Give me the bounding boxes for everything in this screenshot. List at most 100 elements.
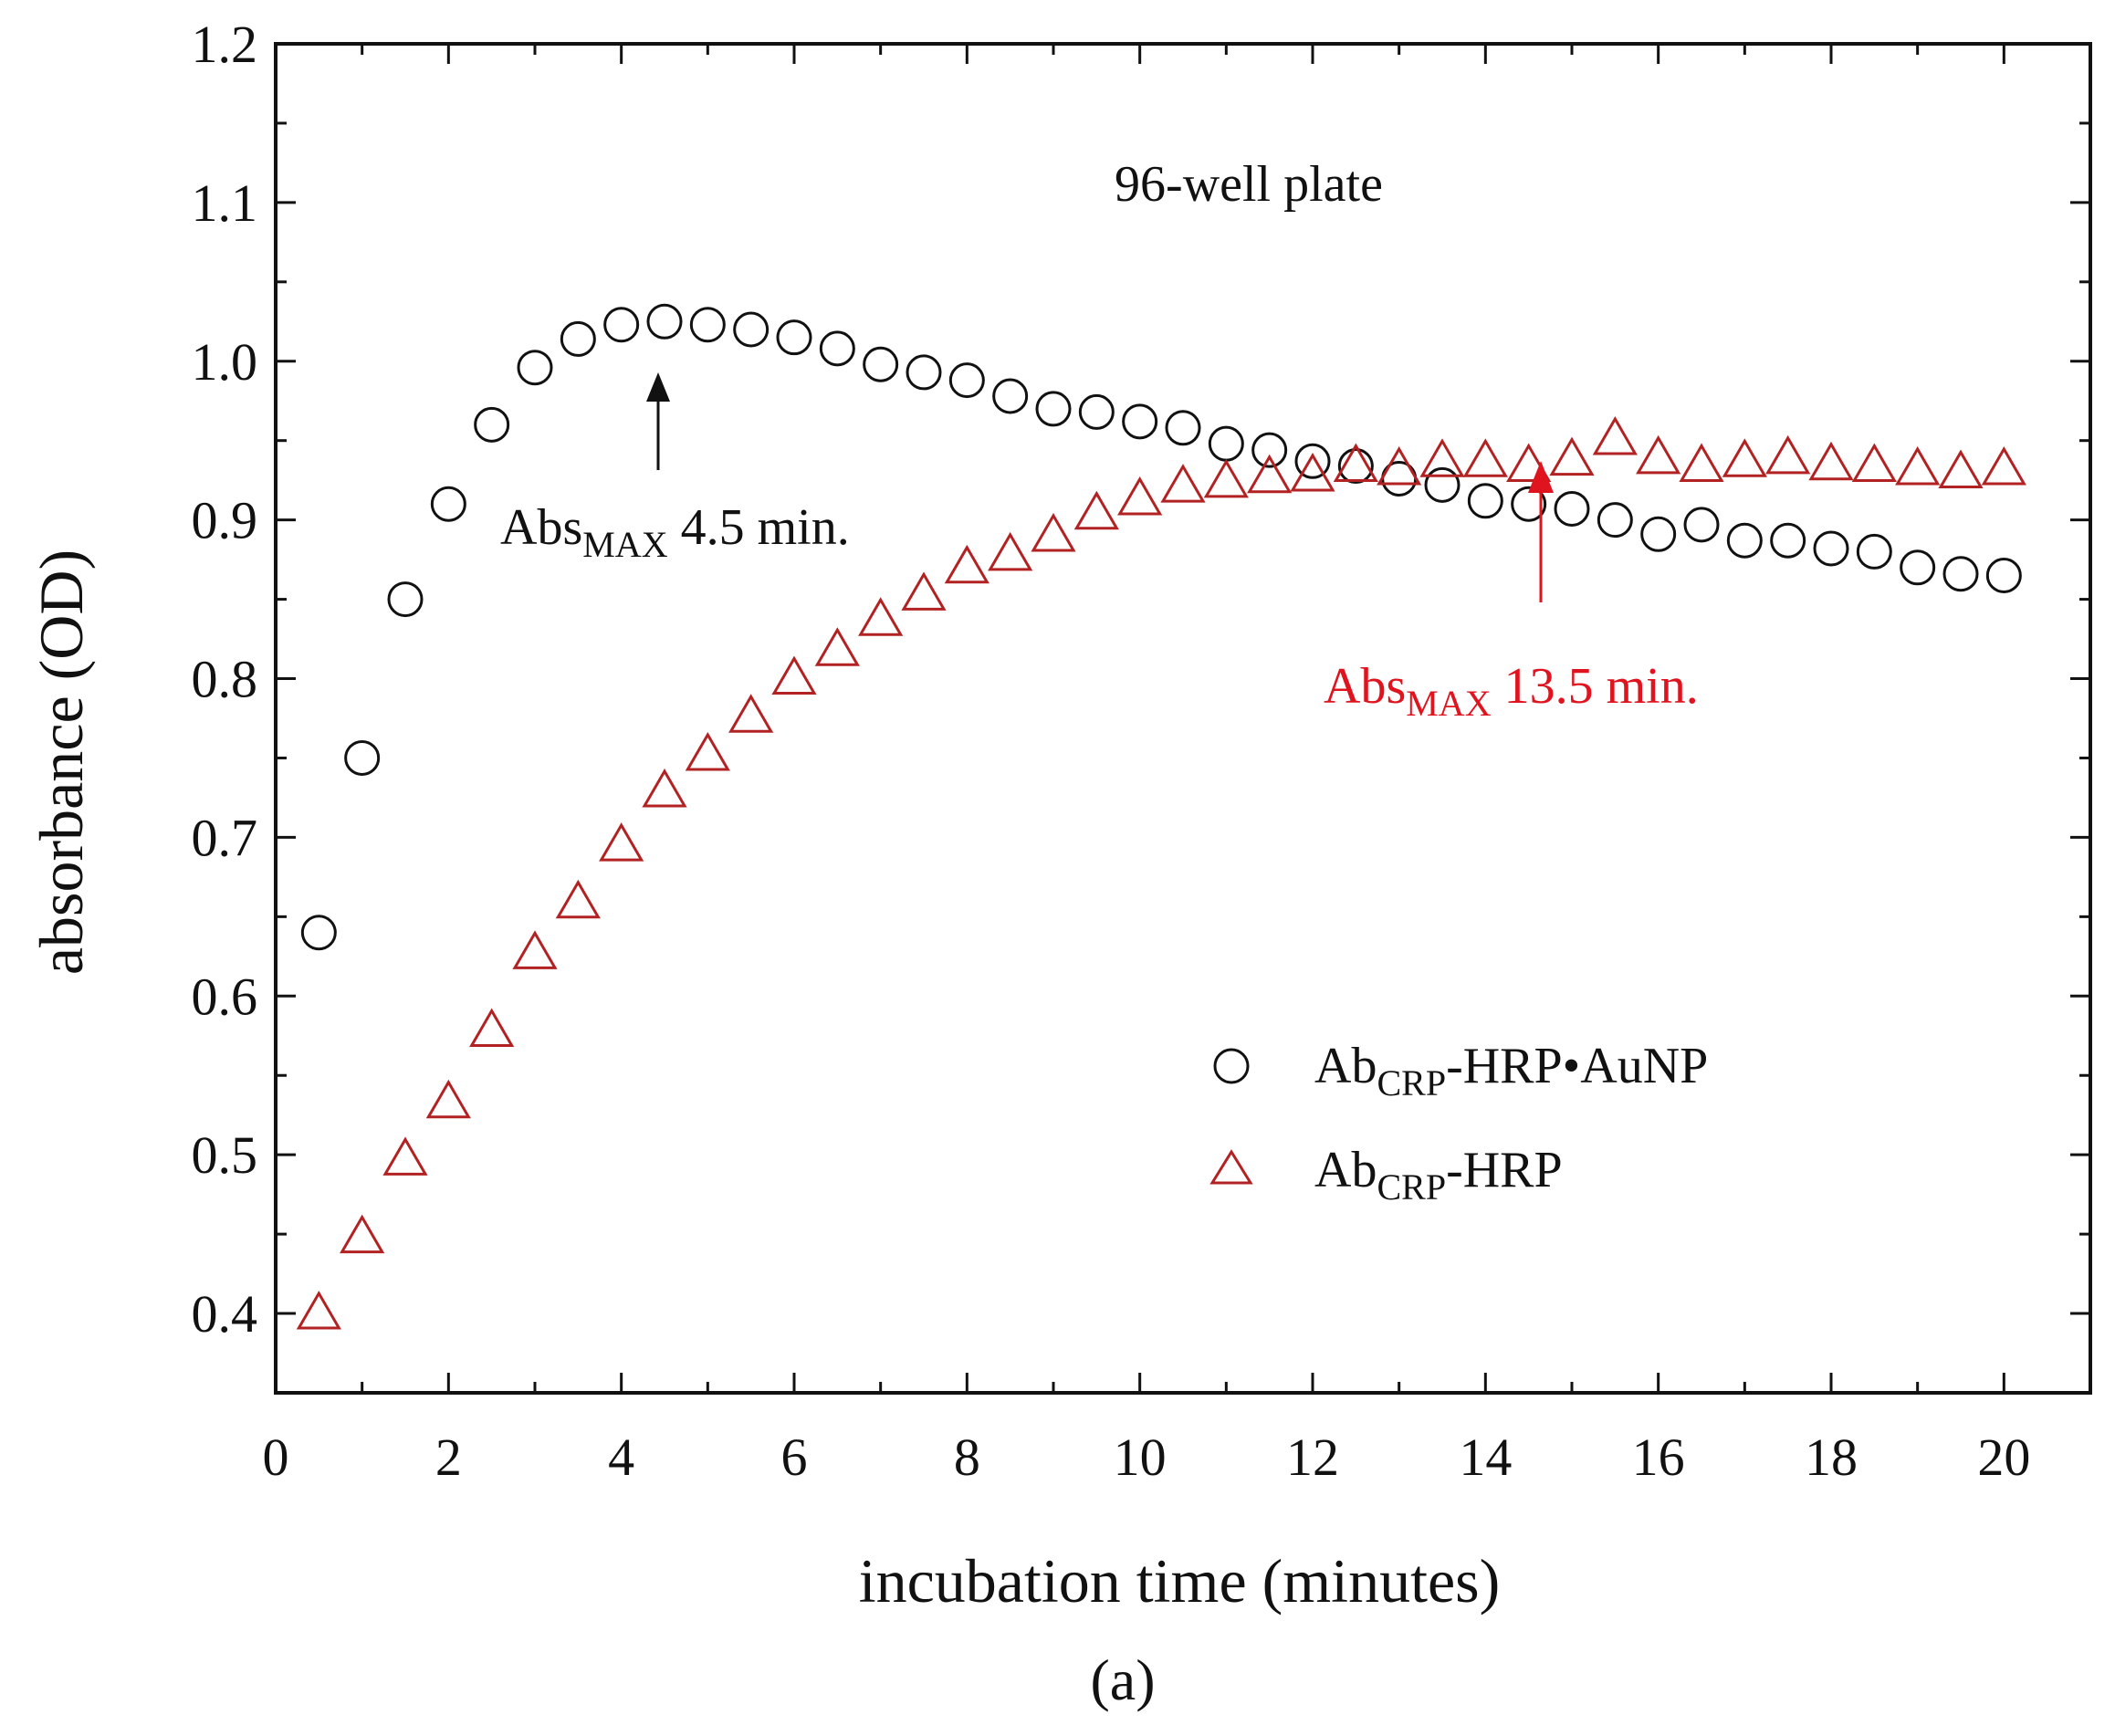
data-point-circle <box>1770 522 1806 559</box>
data-point-circle <box>1554 490 1590 527</box>
data-point-triangle <box>340 1214 385 1254</box>
x-tick-label: 16 <box>1632 1427 1685 1487</box>
data-point-triangle <box>1722 438 1767 477</box>
data-point-triangle <box>1549 436 1595 476</box>
y-tick-label: 1.2 <box>192 15 258 74</box>
data-point-circle <box>560 320 596 357</box>
data-point-circle <box>1122 403 1158 440</box>
data-point-circle <box>300 915 337 951</box>
data-point-triangle <box>728 694 774 733</box>
data-point-triangle <box>425 1079 471 1119</box>
data-point-circle <box>1640 516 1677 552</box>
data-point-triangle <box>901 571 947 611</box>
legend-label-series-2: AbCRP-HRP <box>1314 1142 1563 1208</box>
data-point-triangle <box>1679 443 1724 483</box>
data-point-circle <box>1035 391 1072 427</box>
data-point-circle <box>992 378 1029 414</box>
data-point-circle <box>1294 443 1331 479</box>
data-point-triangle <box>1247 454 1293 494</box>
y-axis-title: absorbance (OD) <box>26 549 96 975</box>
data-point-triangle <box>1203 458 1249 498</box>
x-tick-label: 4 <box>608 1427 634 1487</box>
data-point-triangle <box>382 1136 428 1176</box>
data-point-triangle <box>771 655 817 695</box>
annotation-absmax-black: AbsMAX 4.5 min. <box>500 499 850 565</box>
data-point-triangle <box>1117 476 1163 516</box>
data-point-circle <box>603 307 640 343</box>
y-tick-label: 0.9 <box>192 491 258 550</box>
y-tick-label: 0.7 <box>192 808 258 867</box>
annotation-arrowhead-red <box>1528 461 1554 493</box>
data-point-circle <box>689 307 726 343</box>
y-tick-label: 0.8 <box>192 650 258 709</box>
data-point-triangle <box>1462 438 1508 477</box>
data-point-triangle <box>814 627 860 666</box>
x-tick-label: 18 <box>1805 1427 1858 1487</box>
legend-marker-triangle <box>1209 1149 1253 1185</box>
y-tick-label: 0.4 <box>192 1284 258 1344</box>
data-point-circle <box>1511 486 1547 522</box>
data-point-triangle <box>555 879 601 919</box>
data-point-triangle <box>1851 443 1897 483</box>
y-tick-label: 1.1 <box>192 173 258 233</box>
data-point-triangle <box>1160 464 1206 503</box>
data-point-circle <box>474 406 510 443</box>
data-point-triangle <box>944 544 989 584</box>
data-point-triangle <box>685 731 730 771</box>
series-triangles <box>296 415 2026 1330</box>
legend-label-series-1: AbCRP-HRP•AuNP <box>1314 1038 1708 1103</box>
x-tick-label: 10 <box>1114 1427 1167 1487</box>
data-point-circle <box>1900 549 1936 586</box>
x-tick-label: 8 <box>954 1427 980 1487</box>
data-point-circle <box>776 319 812 356</box>
x-tick-label: 14 <box>1459 1427 1512 1487</box>
data-point-circle <box>1078 393 1115 430</box>
legend: AbCRP-HRP•AuNP AbCRP-HRP <box>1209 1038 1708 1208</box>
data-point-circle <box>1337 448 1374 485</box>
data-point-circle <box>1165 410 1201 446</box>
data-point-triangle <box>1808 441 1854 481</box>
data-point-circle <box>863 346 899 382</box>
data-point-circle <box>1856 533 1892 570</box>
data-point-triangle <box>1938 449 1984 488</box>
data-point-triangle <box>599 822 644 862</box>
data-point-circle <box>948 362 985 399</box>
series-circles <box>300 303 2022 951</box>
x-axis-title: incubation time (minutes) <box>859 1546 1501 1616</box>
data-point-circle <box>1424 466 1461 503</box>
plot-frame <box>274 42 2092 1395</box>
data-point-circle <box>1942 556 1979 592</box>
data-point-circle <box>1208 425 1244 462</box>
y-axis-ticks: 0.4 0.5 0.6 0.7 0.8 0.9 1.0 1.1 1.2 <box>192 15 2090 1395</box>
x-tick-label: 6 <box>781 1427 808 1487</box>
data-point-circle <box>430 486 466 522</box>
data-point-circle <box>387 581 424 618</box>
data-point-triangle <box>296 1291 341 1330</box>
data-point-circle <box>646 303 683 340</box>
x-axis-ticks: 0 2 4 6 8 10 12 14 16 18 20 <box>263 44 2030 1487</box>
data-point-triangle <box>1333 443 1378 483</box>
plot-annotation-96-well: 96-well plate <box>1115 156 1383 213</box>
data-point-circle <box>1251 432 1288 468</box>
data-point-triangle <box>1636 434 1681 475</box>
x-tick-label: 12 <box>1286 1427 1339 1487</box>
data-point-circle <box>1726 522 1763 559</box>
data-point-triangle <box>1377 446 1422 486</box>
y-tick-label: 1.0 <box>192 332 258 392</box>
x-tick-label: 20 <box>1977 1427 2030 1487</box>
data-point-circle <box>1985 558 2022 594</box>
data-point-triangle <box>988 531 1033 571</box>
annotation-arrowhead-black <box>646 372 670 402</box>
data-point-circle <box>1597 502 1633 539</box>
data-point-circle <box>1813 530 1849 567</box>
data-point-triangle <box>469 1008 515 1048</box>
data-point-circle <box>1683 507 1720 543</box>
data-point-triangle <box>1290 452 1335 492</box>
data-point-triangle <box>1073 490 1119 530</box>
y-tick-label: 0.6 <box>192 967 258 1026</box>
data-point-circle <box>517 350 553 386</box>
x-tick-label: 0 <box>263 1427 289 1487</box>
data-point-triangle <box>1031 513 1076 552</box>
data-point-circle <box>906 354 942 391</box>
